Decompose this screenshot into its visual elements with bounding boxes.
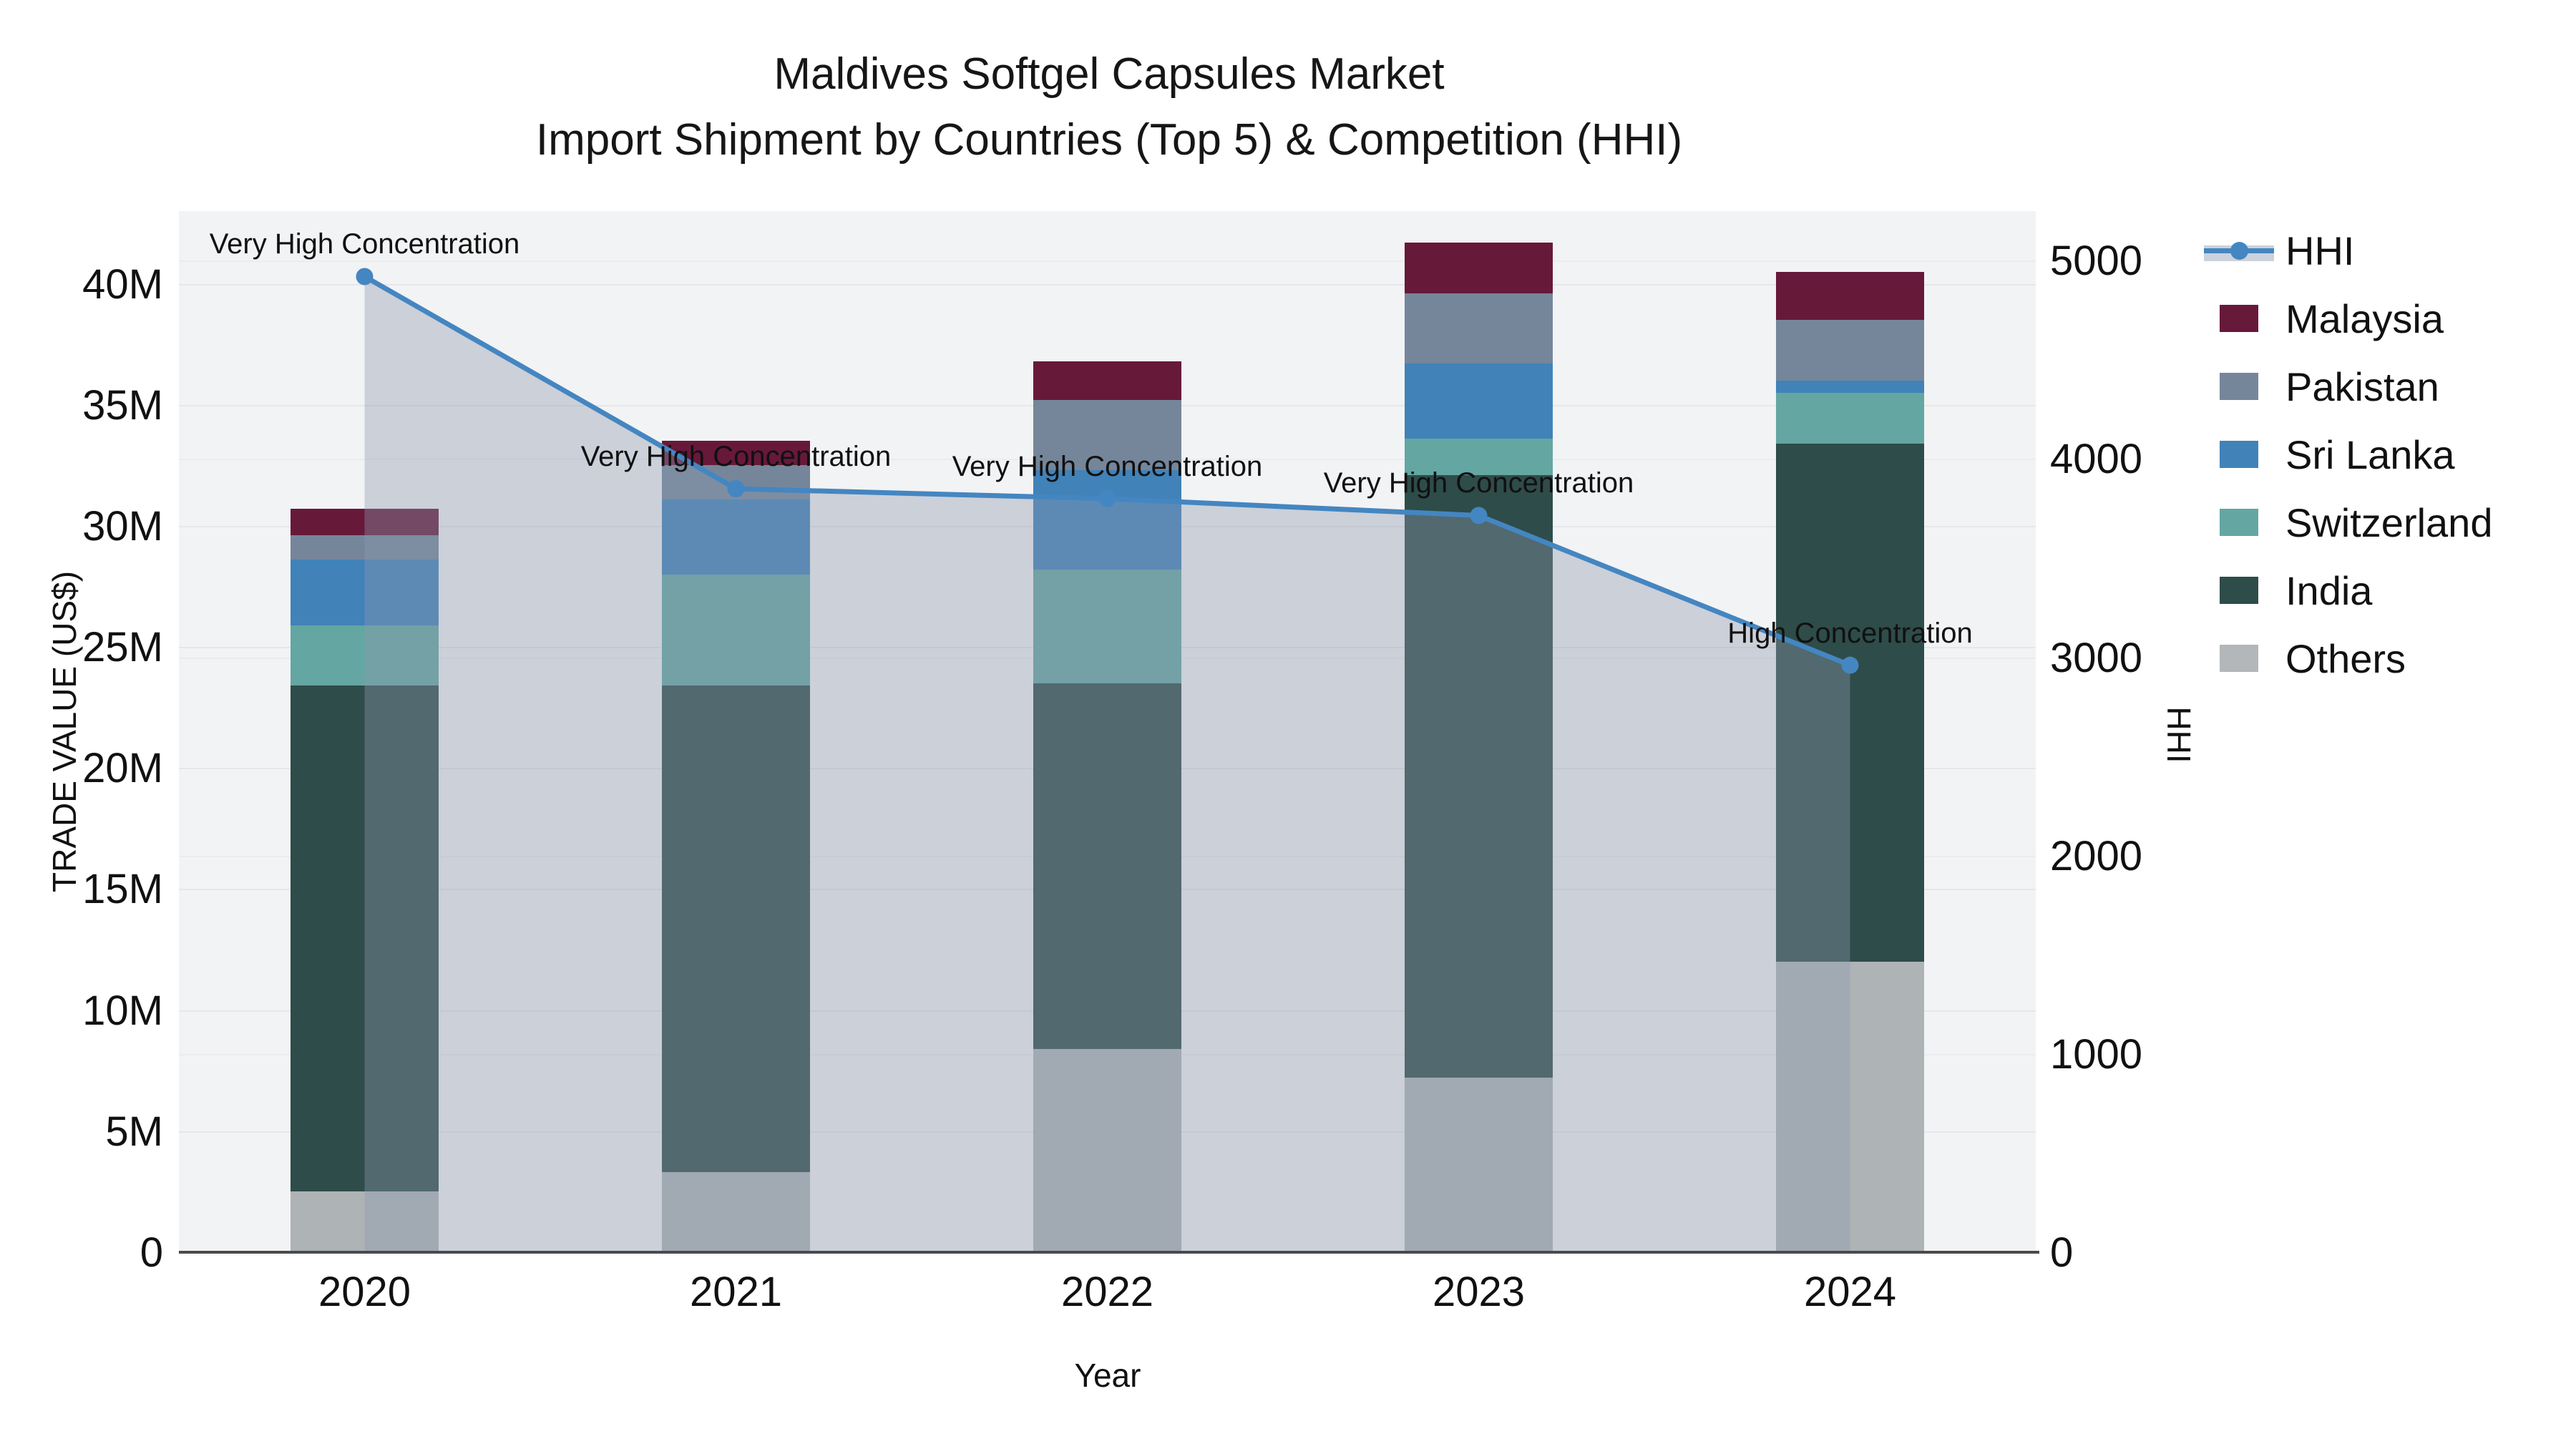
annotation-2021: Very High Concentration bbox=[580, 441, 892, 472]
hhi-legend-glyph bbox=[2204, 237, 2274, 264]
hhi-legend-marker bbox=[2230, 242, 2248, 260]
legend-label: India bbox=[2285, 567, 2373, 613]
legend-label: Pakistan bbox=[2285, 364, 2439, 409]
x-tick-2021: 2021 bbox=[689, 1269, 783, 1315]
bar-segment-others-2021[interactable] bbox=[662, 1172, 810, 1252]
x-axis-title: Year bbox=[1074, 1357, 1141, 1394]
legend-item-india[interactable]: India bbox=[2204, 567, 2373, 613]
bar-segment-switzerland-2020[interactable] bbox=[291, 625, 439, 686]
bar-segment-others-2023[interactable] bbox=[1405, 1078, 1553, 1252]
bar-segment-malaysia-2024[interactable] bbox=[1776, 271, 1924, 321]
legend-swatch-sri-lanka bbox=[2220, 441, 2258, 468]
legend-item-pakistan[interactable]: Pakistan bbox=[2204, 364, 2439, 409]
gridline-left-40 bbox=[179, 283, 2036, 286]
bar-segment-sri-lanka-2022[interactable] bbox=[1033, 470, 1181, 570]
y-left-tick-20M: 20M bbox=[82, 745, 163, 792]
annotation-2022: Very High Concentration bbox=[952, 450, 1263, 482]
bar-segment-sri-lanka-2024[interactable] bbox=[1776, 380, 1924, 393]
x-axis-line bbox=[179, 1251, 2039, 1254]
legend-item-switzerland[interactable]: Switzerland bbox=[2204, 499, 2493, 545]
bar-segment-malaysia-2023[interactable] bbox=[1405, 242, 1553, 294]
bar-segment-india-2020[interactable] bbox=[291, 686, 439, 1192]
legend-label: Switzerland bbox=[2285, 499, 2493, 545]
legend-swatch-pakistan bbox=[2220, 373, 2258, 400]
legend-item-others[interactable]: Others bbox=[2204, 635, 2406, 681]
x-tick-2024: 2024 bbox=[1803, 1269, 1897, 1315]
bar-segment-malaysia-2020[interactable] bbox=[291, 509, 439, 536]
legend-swatch-malaysia bbox=[2220, 305, 2258, 332]
annotation-2024: High Concentration bbox=[1727, 617, 1973, 649]
y-right-tick-4000: 4000 bbox=[2050, 436, 2143, 483]
bar-segment-others-2024[interactable] bbox=[1776, 961, 1924, 1252]
bar-segment-pakistan-2024[interactable] bbox=[1776, 320, 1924, 381]
x-tick-2022: 2022 bbox=[1060, 1269, 1154, 1315]
bar-segment-india-2023[interactable] bbox=[1405, 474, 1553, 1078]
legend-label: HHI bbox=[2285, 228, 2355, 273]
y-right-tick-0: 0 bbox=[2050, 1229, 2074, 1276]
bar-segment-others-2020[interactable] bbox=[291, 1191, 439, 1252]
y-left-tick-30M: 30M bbox=[82, 502, 163, 550]
bar-segment-pakistan-2020[interactable] bbox=[291, 535, 439, 560]
bar-segment-sri-lanka-2020[interactable] bbox=[291, 560, 439, 625]
y-right-tick-3000: 3000 bbox=[2050, 634, 2143, 681]
legend-label: Sri Lanka bbox=[2285, 431, 2455, 477]
y-left-tick-0: 0 bbox=[140, 1229, 163, 1276]
bar-segment-switzerland-2024[interactable] bbox=[1776, 392, 1924, 444]
legend-swatch-switzerland bbox=[2220, 509, 2258, 536]
legend-item-hhi[interactable]: HHI bbox=[2204, 228, 2355, 273]
bar-segment-others-2022[interactable] bbox=[1033, 1048, 1181, 1252]
chart-title: Maldives Softgel Capsules Market bbox=[774, 49, 1445, 99]
y-left-tick-40M: 40M bbox=[82, 260, 163, 308]
bar-segment-sri-lanka-2021[interactable] bbox=[662, 499, 810, 575]
legend-item-sri-lanka[interactable]: Sri Lanka bbox=[2204, 431, 2455, 477]
annotation-2023: Very High Concentration bbox=[1323, 467, 1634, 499]
legend-swatch-india bbox=[2220, 577, 2258, 604]
y-left-tick-35M: 35M bbox=[82, 381, 163, 429]
legend-label: Others bbox=[2285, 635, 2406, 681]
y-left-tick-25M: 25M bbox=[82, 624, 163, 671]
hhi-marker-2020[interactable] bbox=[356, 268, 374, 286]
legend-item-malaysia[interactable]: Malaysia bbox=[2204, 296, 2444, 341]
gridline-right-5000 bbox=[179, 260, 2036, 263]
x-tick-2023: 2023 bbox=[1432, 1269, 1526, 1315]
bar-segment-india-2021[interactable] bbox=[662, 686, 810, 1173]
bar-segment-switzerland-2022[interactable] bbox=[1033, 569, 1181, 683]
bar-segment-pakistan-2023[interactable] bbox=[1405, 293, 1553, 364]
y-right-tick-5000: 5000 bbox=[2050, 238, 2143, 285]
y-right-tick-2000: 2000 bbox=[2050, 832, 2143, 879]
bar-segment-india-2022[interactable] bbox=[1033, 683, 1181, 1049]
y-axis-title-right: HHI bbox=[2160, 706, 2197, 763]
y-left-tick-10M: 10M bbox=[82, 987, 163, 1034]
legend-swatch-others bbox=[2220, 645, 2258, 672]
y-left-tick-5M: 5M bbox=[105, 1108, 163, 1155]
x-tick-2020: 2020 bbox=[318, 1269, 411, 1315]
legend-label: Malaysia bbox=[2285, 296, 2444, 341]
bar-segment-india-2024[interactable] bbox=[1776, 443, 1924, 962]
chart-subtitle: Import Shipment by Countries (Top 5) & C… bbox=[535, 115, 1683, 165]
y-left-tick-15M: 15M bbox=[82, 866, 163, 913]
bar-segment-switzerland-2021[interactable] bbox=[662, 574, 810, 686]
annotation-2020: Very High Concentration bbox=[209, 228, 520, 260]
plot-area bbox=[179, 211, 2036, 1252]
y-right-tick-1000: 1000 bbox=[2050, 1030, 2143, 1078]
bar-segment-sri-lanka-2023[interactable] bbox=[1405, 364, 1553, 439]
bar-segment-malaysia-2022[interactable] bbox=[1033, 361, 1181, 400]
